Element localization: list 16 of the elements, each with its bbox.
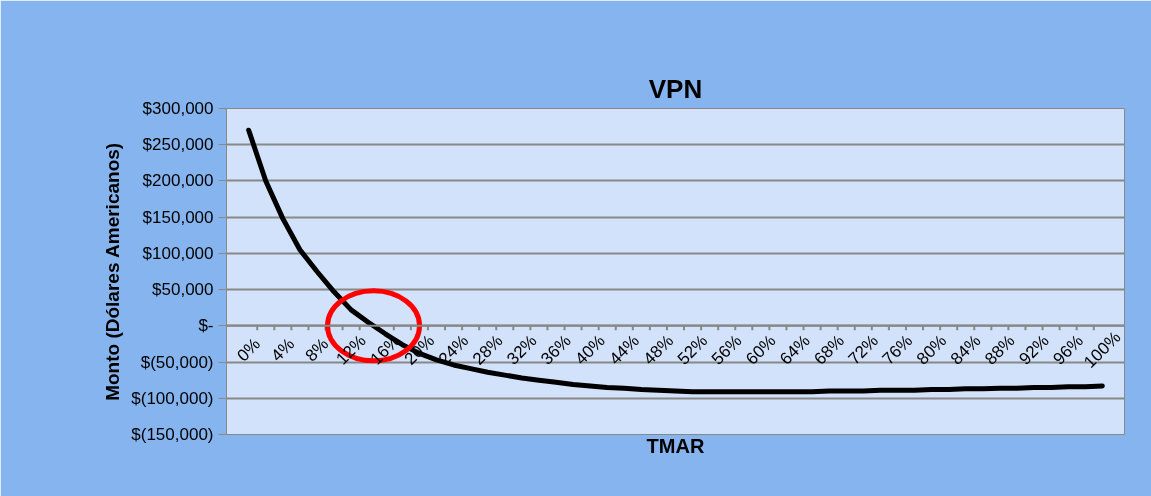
y-tick-label: $150,000 <box>142 207 214 227</box>
x-tick-label: 8% <box>301 334 333 366</box>
chart-title: VPN <box>648 73 703 104</box>
y-tick-label: $- <box>198 316 214 336</box>
y-tick-label: $100,000 <box>142 243 214 263</box>
y-tick-label: $200,000 <box>142 171 214 191</box>
x-axis-title: TMAR <box>646 434 705 457</box>
y-tick-label: $50,000 <box>152 280 214 300</box>
x-tick-label: 0% <box>233 334 265 366</box>
y-tick-label: $300,000 <box>142 99 214 118</box>
y-tick-label: $(50,000) <box>140 352 214 372</box>
y-tick-label: $(150,000) <box>131 425 214 444</box>
y-tick-label: $250,000 <box>142 135 214 155</box>
x-tick-label: 4% <box>267 334 299 366</box>
y-tick-label: $(100,000) <box>131 388 214 408</box>
y-axis-title: Monto (Dólares Americanos) <box>102 142 124 401</box>
